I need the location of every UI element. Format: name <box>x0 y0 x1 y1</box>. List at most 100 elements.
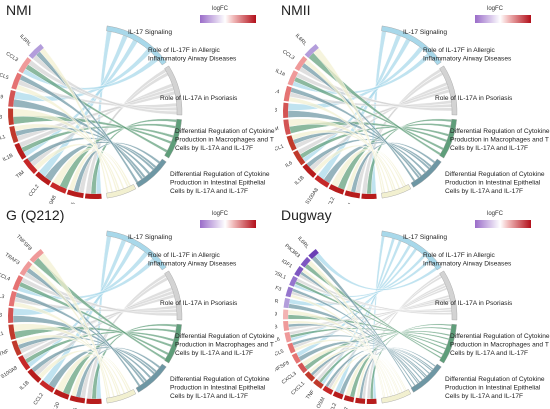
gene-arc <box>283 309 289 320</box>
pathway-label: Differential Regulation of Cytokine Produ… <box>175 333 275 357</box>
gene-arc <box>49 182 67 194</box>
gene-label: CCL4 <box>275 87 280 96</box>
gene-arc <box>284 331 292 343</box>
gene-arc <box>35 171 52 186</box>
ribbons <box>12 30 178 195</box>
gene-label: CXCL6 <box>67 202 77 204</box>
gene-arc <box>285 286 294 298</box>
gene-arc <box>53 389 70 400</box>
pathway-arc <box>135 158 167 188</box>
legend-color-bar <box>475 220 531 228</box>
gene-label: CCL5 <box>275 349 285 359</box>
panel-title: Dugway <box>281 207 332 223</box>
gene-label: CXCL3 <box>275 107 277 113</box>
panel-title: NMI <box>6 2 32 18</box>
panel-title: G (Q212) <box>6 207 65 223</box>
legend-title: logFC <box>487 6 504 12</box>
gene-arc <box>332 391 344 400</box>
logfc-legend: logFC <box>475 211 535 237</box>
gene-arc <box>86 398 102 404</box>
gene-label: IL6RL <box>294 33 308 47</box>
pathway-label: IL-17 Signaling <box>403 29 447 36</box>
gene-arc <box>283 297 291 309</box>
gene-arc <box>308 249 319 260</box>
pathway-label: Role of IL-17F in Allergic Inflammatory A… <box>148 252 237 268</box>
gene-arc <box>23 158 38 174</box>
gene-arc <box>84 193 102 200</box>
gene-label: CXCL6 <box>70 407 79 409</box>
gene-arc <box>283 102 289 118</box>
gene-arc <box>294 55 308 72</box>
pathway-label: Differential Regulation of Cytokine Produ… <box>450 128 550 152</box>
gene-arc <box>283 119 291 135</box>
gene-arc <box>9 126 19 144</box>
pathway-arc <box>106 230 167 271</box>
gene-label: TNF <box>0 349 10 358</box>
ribbons <box>12 235 178 400</box>
gene-arc <box>302 163 317 178</box>
gene-arc <box>11 72 22 90</box>
pathway-arc <box>410 158 442 188</box>
gene-arc <box>29 249 44 263</box>
gene-label: IL1B <box>19 379 31 391</box>
gene-label: CCL3 <box>281 49 295 62</box>
gene-label: TNFSF8 <box>275 360 291 375</box>
pathway-label: Differential Regulation of Cytokine Produ… <box>450 333 550 357</box>
gene-label: S100A8 <box>44 195 57 204</box>
gene-label: CCL2 <box>33 392 46 406</box>
pathway-label: Role of IL-17A in Psoriasis <box>160 95 238 102</box>
gene-label: TRAF3 <box>275 282 282 293</box>
gene-label: IGF1 <box>280 258 293 269</box>
pathway-arc <box>381 25 442 66</box>
panel-g-q212: IL-17 Signaling Role of IL-17F in Allergi… <box>0 205 275 409</box>
panel-title: NMII <box>281 2 311 18</box>
chord-diagram: IL-17 Signaling Role of IL-17F in Allergi… <box>0 25 275 204</box>
legend-color-bar <box>200 15 256 23</box>
logfc-legend: logFC <box>200 6 260 32</box>
pathway-label: Differential Regulation of Cytokine Produ… <box>170 376 270 400</box>
legend-color-bar <box>475 15 531 23</box>
gene-arc <box>7 108 14 126</box>
gene-arc <box>287 70 299 86</box>
pathway-label: IL-17 Signaling <box>403 234 447 241</box>
gene-label: CCL7 <box>341 406 350 409</box>
gene-arc <box>18 355 31 371</box>
logfc-legend: logFC <box>200 211 260 237</box>
pathway-arc <box>164 323 182 364</box>
pathway-label: Role of IL-17F in Allergic Inflammatory A… <box>423 252 512 268</box>
pathway-label: Role of IL-17F in Allergic Inflammatory A… <box>148 47 237 63</box>
gene-label: S100A8 <box>305 187 320 204</box>
gene-arc <box>283 85 292 102</box>
gene-arc <box>297 362 308 374</box>
gene-arc <box>293 150 306 166</box>
gene-arc <box>19 260 33 277</box>
gene-arc <box>344 190 361 199</box>
pathway-arc <box>439 270 458 321</box>
gene-arc <box>8 290 17 307</box>
panel-dugway: IL-17 Signaling Role of IL-17F in Allergi… <box>275 205 550 409</box>
pathway-label: Differential Regulation of Cytokine Produ… <box>170 171 270 195</box>
gene-arc <box>8 89 16 107</box>
pathway-label: Role of IL-17A in Psoriasis <box>435 95 513 102</box>
pathway-arc <box>439 323 457 364</box>
gene-arc <box>304 371 316 382</box>
gene-arc <box>66 189 84 199</box>
gene-arc <box>28 44 44 59</box>
gene-arc <box>7 307 14 323</box>
gene-label: CXCL1 <box>290 380 306 396</box>
pathway-arc <box>381 230 442 271</box>
gene-label: CXCL1 <box>275 144 285 156</box>
gene-label: CCL3 <box>0 312 2 318</box>
pathway-arc <box>164 270 183 321</box>
gene-label: IL1a <box>275 68 286 78</box>
pathway-label: Role of IL-17A in Psoriasis <box>160 300 238 307</box>
pathway-arc <box>439 65 458 116</box>
gene-label: OSM <box>316 396 327 409</box>
gene-arc <box>8 324 16 340</box>
pathway-arc <box>135 363 167 393</box>
pathway-arc <box>106 25 167 66</box>
pathway-label: IL-17 Signaling <box>128 234 172 241</box>
panel-nmi: IL-17 Signaling Role of IL-17F in Allergi… <box>0 0 275 204</box>
pathway-label: IL-17 Signaling <box>128 29 172 36</box>
gene-arc <box>366 398 377 404</box>
